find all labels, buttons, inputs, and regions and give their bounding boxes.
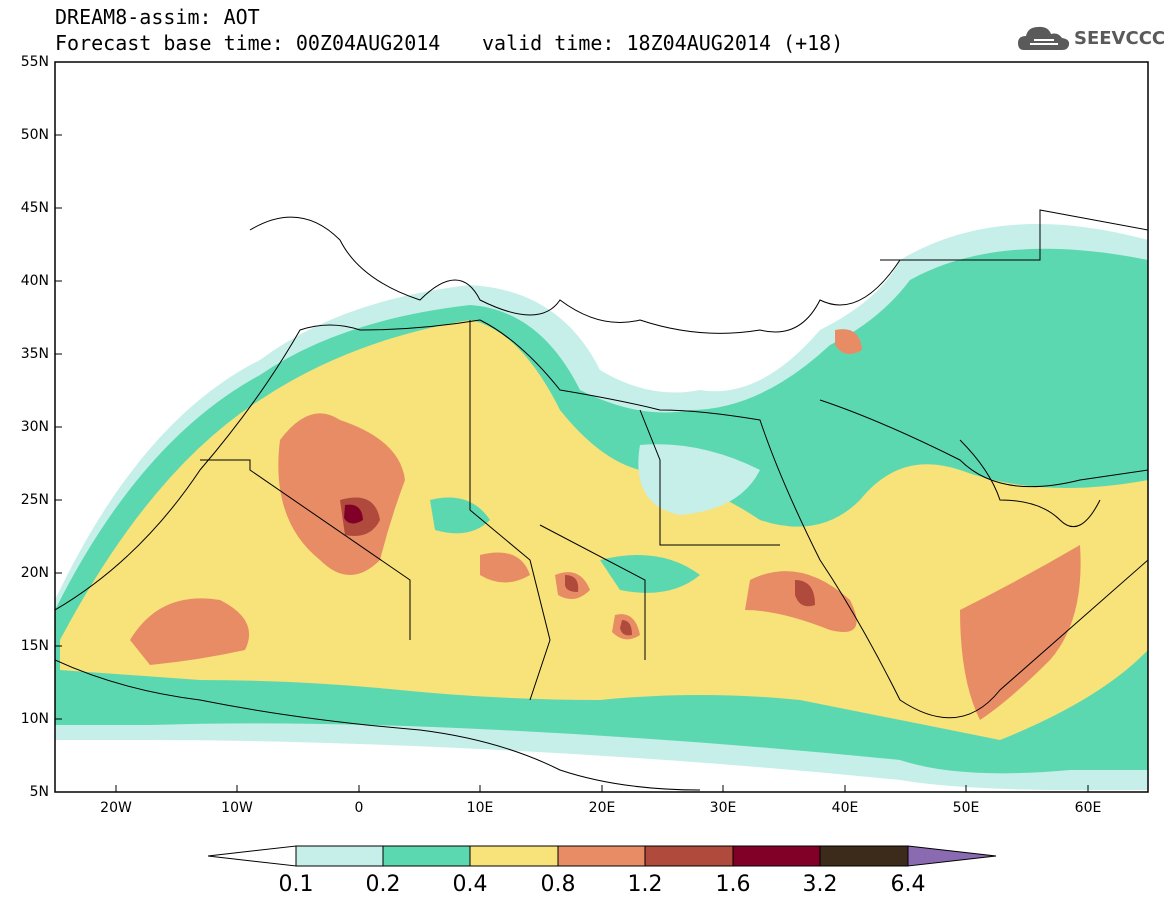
lon-label: 20E [588, 800, 616, 816]
colorbar-seg-2 [382, 845, 471, 867]
colorbar-label: 0.4 [452, 872, 488, 897]
coastlines [55, 209, 1148, 791]
lon-label: 50E [952, 800, 980, 816]
logo-text: SEEVCCC [1074, 28, 1165, 49]
colorbar-high-arrow [907, 845, 997, 867]
axis-ticks [55, 61, 1089, 792]
lat-label: 30N [20, 419, 49, 435]
aot-0.8-patch-arabia [960, 545, 1081, 720]
lon-label: 60E [1074, 800, 1102, 816]
lat-label: 45N [20, 200, 49, 216]
aot-1.6-core [344, 504, 363, 524]
colorbar-seg-6 [732, 845, 821, 867]
colorbar-seg-4 [557, 845, 646, 867]
lon-label: 40E [831, 800, 859, 816]
aot-0.8-patch-sahara [278, 413, 405, 575]
colorbar-seg-1 [295, 845, 384, 867]
lat-label: 15N [20, 638, 49, 654]
lat-label: 40N [20, 273, 49, 289]
colorbar-seg-3 [469, 845, 559, 867]
lat-label: 25N [20, 492, 49, 508]
aot-0.8-patch-chad [480, 552, 530, 583]
aot-clear-patch-3 [600, 555, 700, 593]
aot-fields [55, 224, 1148, 790]
lon-label: 10W [221, 800, 253, 816]
colorbar-label: 0.1 [278, 872, 314, 897]
aot-clear-patch-2 [430, 497, 490, 534]
colorbar-low-arrow [207, 845, 297, 867]
aot-1.2-patch-4 [620, 620, 632, 636]
lon-label: 20W [100, 800, 132, 816]
colorbar-seg-5 [644, 845, 734, 867]
map-title: DREAM8-assim: AOT [55, 5, 260, 29]
aot-1.2-patch-2 [795, 580, 815, 607]
aot-clear-patch-1 [638, 444, 760, 515]
seevccc-logo: SEEVCCC [1018, 22, 1165, 56]
lat-label: 20N [20, 565, 49, 581]
aot-0.8-patch-iraq [835, 329, 862, 354]
colorbar-label: 1.6 [715, 872, 751, 897]
lon-label: 10E [466, 800, 494, 816]
lon-label: 0 [354, 800, 364, 816]
colorbar-label: 1.2 [627, 872, 663, 897]
aot-0.8-patch-west [130, 598, 250, 665]
lat-label: 55N [20, 54, 49, 70]
colorbar-label: 6.4 [890, 872, 926, 897]
colorbar-label: 0.2 [365, 872, 401, 897]
lon-label: 30E [709, 800, 737, 816]
lat-label: 50N [20, 127, 49, 143]
lat-label: 35N [20, 346, 49, 362]
forecast-base-time: Forecast base time: 00Z04AUG2014 [55, 31, 441, 55]
aot-1.2-patch-3 [565, 575, 579, 592]
cloud-icon [1018, 26, 1070, 50]
colorbar-seg-7 [819, 845, 909, 867]
lat-label: 5N [29, 784, 49, 800]
lat-label: 10N [20, 711, 49, 727]
colorbar [207, 845, 997, 867]
valid-time: valid time: 18Z04AUG2014 (+18) [482, 31, 844, 55]
colorbar-label: 0.8 [540, 872, 576, 897]
colorbar-label: 3.2 [802, 872, 838, 897]
